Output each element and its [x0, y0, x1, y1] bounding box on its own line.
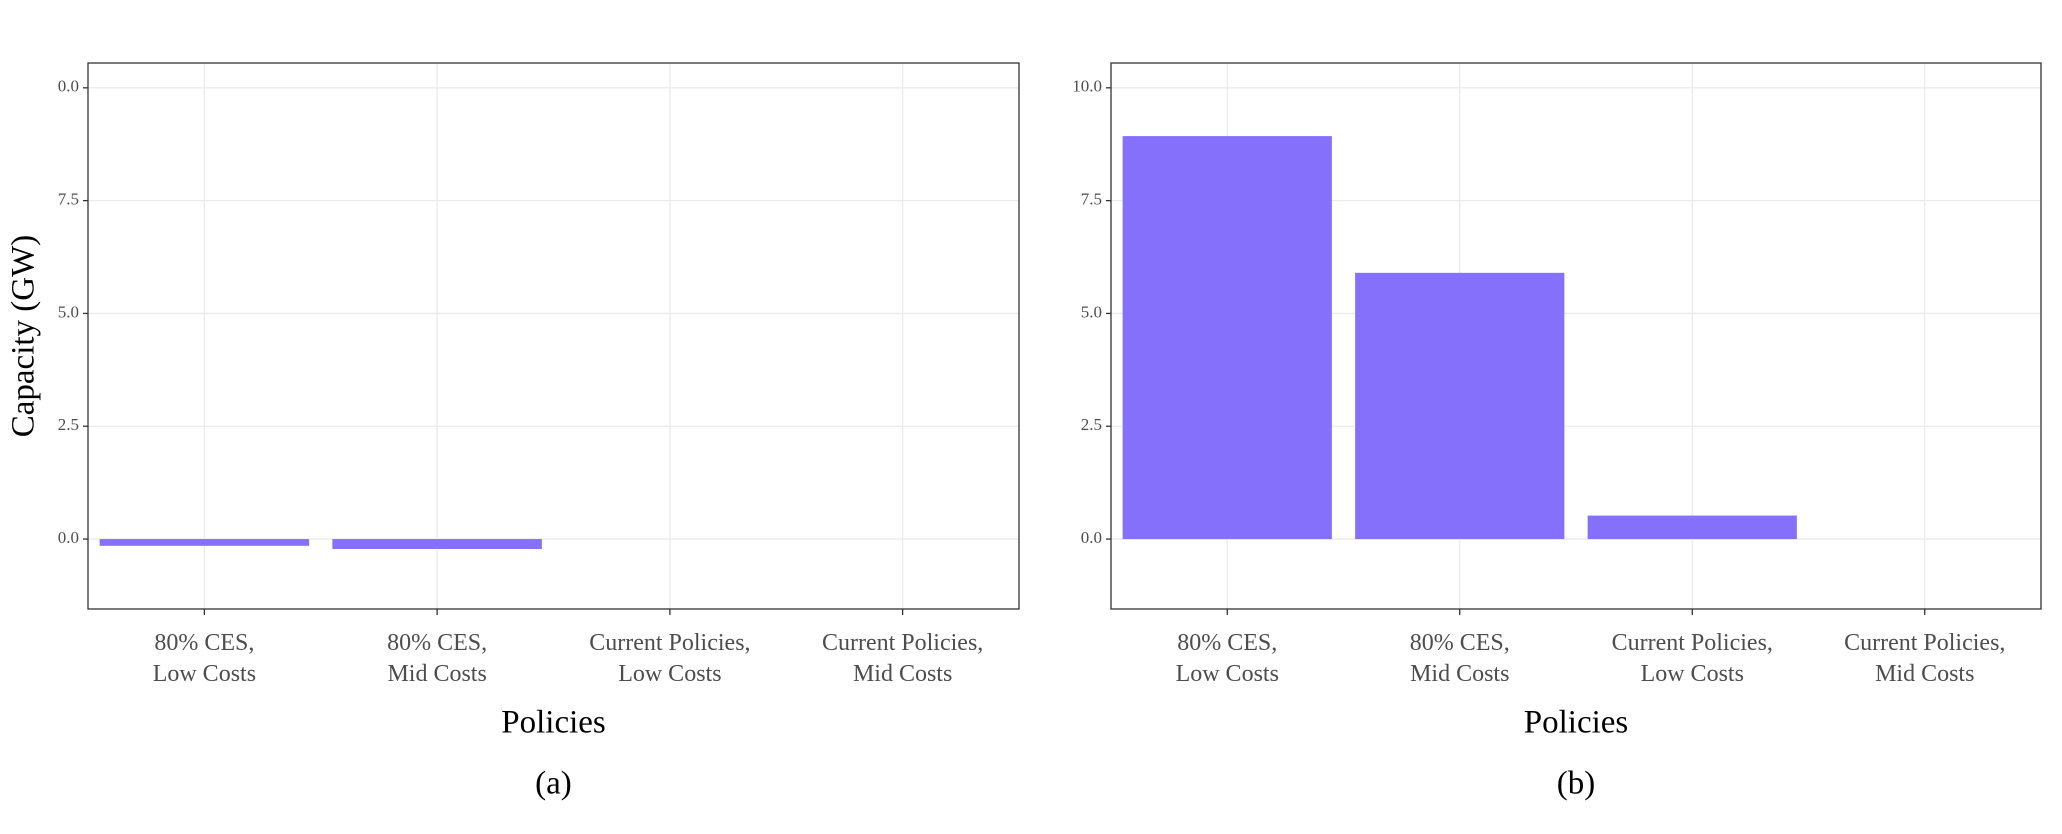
y-tick-label: 2.5: [58, 415, 79, 434]
x-tick-label: Current Policies, Low Costs: [1612, 630, 1773, 687]
x-tick-label: 80% CES, Low Costs: [1176, 630, 1279, 687]
x-tick-label: 80% CES, Mid Costs: [1410, 630, 1510, 687]
x-tick-label: Current Policies, Mid Costs: [1844, 630, 2005, 687]
caption: (a): [535, 766, 572, 802]
x-axis-title: Policies: [1524, 705, 1629, 741]
y-tick-label: 5.0: [58, 302, 79, 321]
x-tick-label: 80% CES, Low Costs: [153, 630, 256, 687]
y-tick-label: 5.0: [1081, 302, 1102, 321]
caption: (b): [1557, 766, 1595, 802]
plot-border: [87, 62, 1020, 610]
y-tick-label: 7.5: [58, 190, 79, 209]
y-tick-label: 10.0: [1072, 77, 1102, 96]
bar: [1355, 272, 1565, 540]
y-tick-label: 0.0: [1081, 528, 1102, 547]
x-tick-label: 80% CES, Mid Costs: [387, 630, 487, 687]
y-tick-label: 2.5: [1081, 415, 1102, 434]
x-axis-title: Policies: [501, 705, 606, 741]
x-tick-label: Current Policies, Mid Costs: [822, 630, 983, 687]
y-tick-label: 0.0: [58, 528, 79, 547]
plot-border: [1110, 62, 2042, 610]
bar: [1122, 136, 1332, 540]
bar: [332, 539, 542, 549]
x-tick-label: Current Policies, Low Costs: [589, 630, 750, 687]
bar: [99, 539, 310, 546]
bar: [1587, 515, 1797, 540]
y-tick-label: 0.0: [58, 77, 79, 96]
y-tick-label: 7.5: [1081, 190, 1102, 209]
y-axis-title: Capacity (GW): [6, 235, 42, 438]
